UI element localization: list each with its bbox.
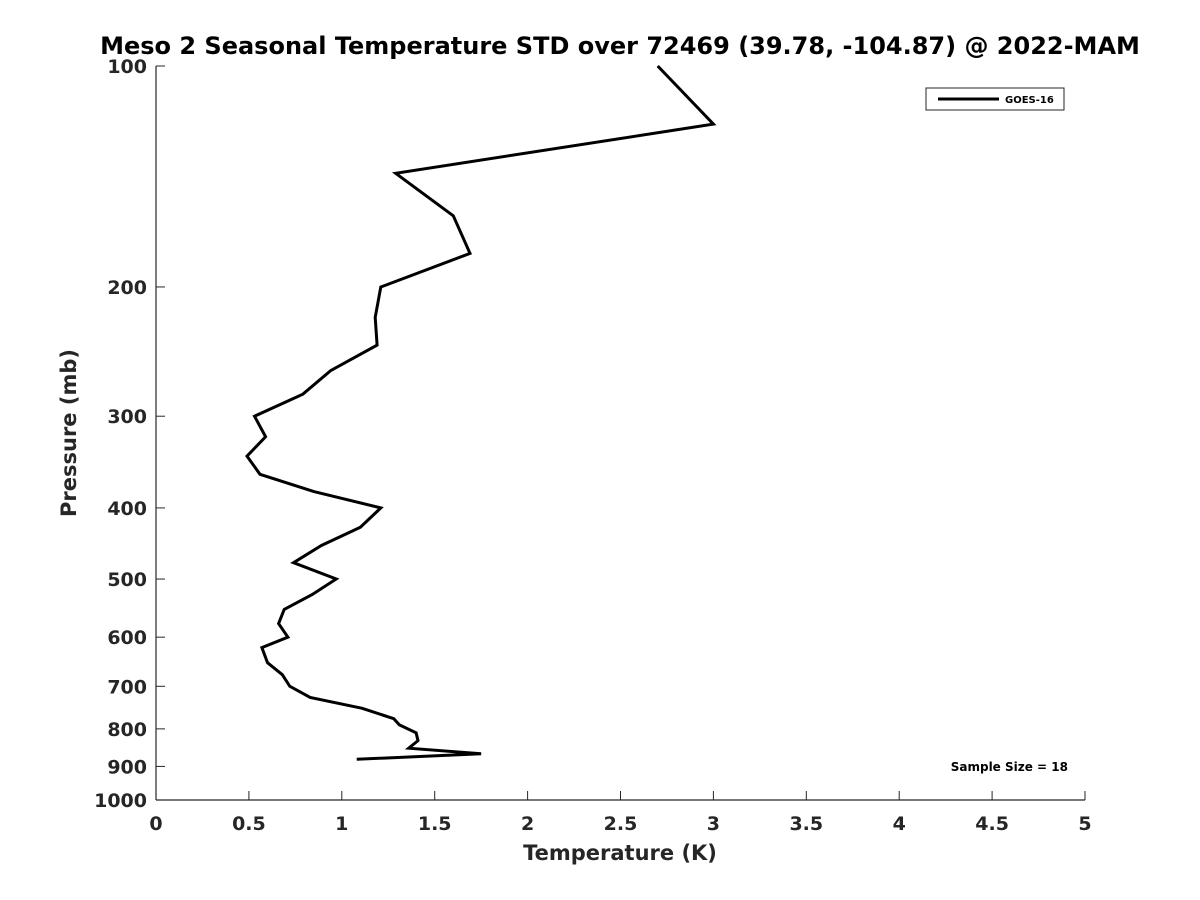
y-tick-label: 800 xyxy=(107,719,147,741)
y-tick-label: 700 xyxy=(107,676,147,698)
y-tick-label: 400 xyxy=(107,498,147,520)
x-tick-label: 3.5 xyxy=(789,813,823,835)
series-line-goes-16 xyxy=(245,64,717,761)
y-ticks: 100 200 300 400 500 600 700 800 900 1000 xyxy=(94,56,165,812)
y-tick-label: 1000 xyxy=(94,790,147,812)
x-tick-label: 2 xyxy=(521,813,534,835)
chart-title: Meso 2 Seasonal Temperature STD over 724… xyxy=(100,32,1140,60)
y-tick-label: 600 xyxy=(107,627,147,649)
x-tick-label: 3 xyxy=(707,813,720,835)
x-tick-label: 0.5 xyxy=(232,813,266,835)
plot-area: 0 0.5 1 1.5 2 2.5 3 3.5 4 4.5 5 100 200 300 400 500 600… xyxy=(94,56,1092,835)
x-tick-label: 1 xyxy=(335,813,348,835)
y-tick-label: 300 xyxy=(107,406,147,428)
x-tick-label: 2.5 xyxy=(604,813,638,835)
legend-label: GOES-16 xyxy=(1005,95,1054,106)
x-ticks: 0 0.5 1 1.5 2 2.5 3 3.5 4 4.5 5 xyxy=(149,791,1092,835)
y-tick-label: 200 xyxy=(107,277,147,299)
x-tick-label: 4.5 xyxy=(975,813,1009,835)
x-tick-label: 0 xyxy=(149,813,162,835)
x-tick-label: 4 xyxy=(893,813,906,835)
y-tick-label: 900 xyxy=(107,756,147,778)
x-tick-label: 5 xyxy=(1078,813,1091,835)
legend: GOES-16 xyxy=(925,87,1065,111)
sample-size-annotation: Sample Size = 18 xyxy=(951,760,1068,774)
x-tick-label: 1.5 xyxy=(418,813,452,835)
series-group xyxy=(245,64,717,761)
y-axis-label: Pressure (mb) xyxy=(57,349,81,517)
x-axis-label: Temperature (K) xyxy=(523,841,717,865)
y-tick-label: 500 xyxy=(107,569,147,591)
y-tick-label: 100 xyxy=(107,56,147,78)
